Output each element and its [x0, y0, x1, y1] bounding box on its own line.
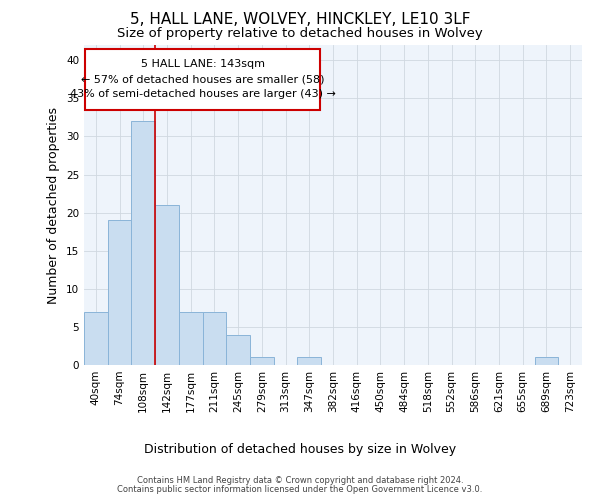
Text: Contains public sector information licensed under the Open Government Licence v3: Contains public sector information licen…	[118, 485, 482, 494]
Bar	[298, 358, 321, 365]
Bar	[179, 312, 203, 365]
Bar	[108, 220, 131, 365]
Text: Size of property relative to detached houses in Wolvey: Size of property relative to detached ho…	[117, 28, 483, 40]
Text: 5, HALL LANE, WOLVEY, HINCKLEY, LE10 3LF: 5, HALL LANE, WOLVEY, HINCKLEY, LE10 3LF	[130, 12, 470, 28]
Bar	[226, 334, 250, 365]
Text: Distribution of detached houses by size in Wolvey: Distribution of detached houses by size …	[144, 442, 456, 456]
Bar	[84, 312, 108, 365]
FancyBboxPatch shape	[85, 49, 320, 110]
Y-axis label: Number of detached properties: Number of detached properties	[47, 106, 61, 304]
Bar	[155, 205, 179, 365]
Bar	[535, 358, 558, 365]
Text: Contains HM Land Registry data © Crown copyright and database right 2024.: Contains HM Land Registry data © Crown c…	[137, 476, 463, 485]
Bar	[250, 358, 274, 365]
Bar	[203, 312, 226, 365]
Bar	[131, 121, 155, 365]
Text: 5 HALL LANE: 143sqm
← 57% of detached houses are smaller (58)
43% of semi-detach: 5 HALL LANE: 143sqm ← 57% of detached ho…	[70, 60, 335, 99]
